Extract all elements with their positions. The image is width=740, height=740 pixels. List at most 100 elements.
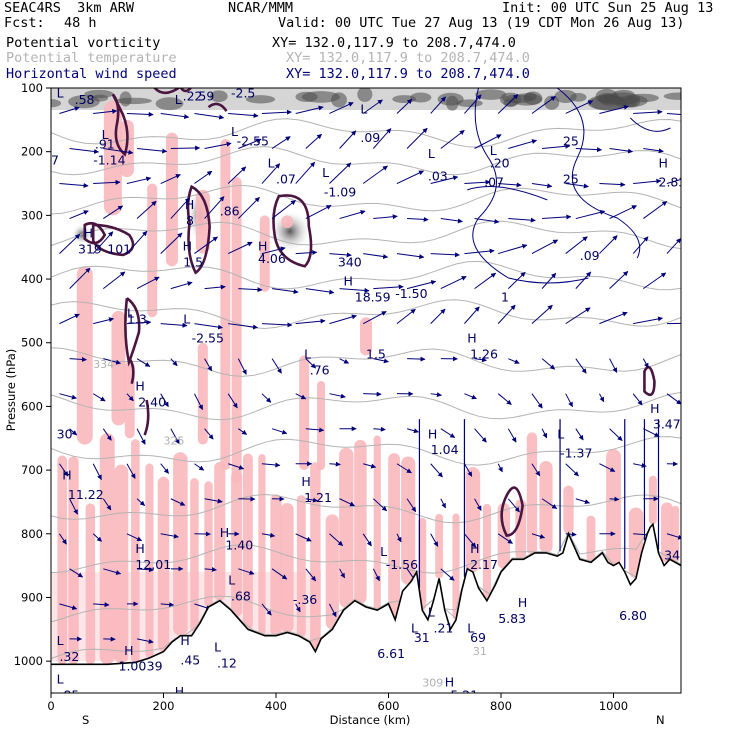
wind-vector [238,138,262,149]
pv-fill-plume [204,481,213,608]
wind-vector [339,568,346,579]
pv-label: 1.26 [470,347,498,362]
pv-label: -1.56 [386,557,418,572]
pv-label: -2.55 [192,331,224,346]
wind-vector [474,218,500,224]
field-wind-xy: XY= 132.0,117.9 to 208.7,474.0 [286,66,530,82]
wind-vector [194,170,213,184]
wind-vector [430,252,461,258]
stratosphere-patch [295,91,318,102]
wind-vector [126,319,152,325]
wind-label: 25 [563,133,579,148]
wind-vector [633,109,663,115]
terrain-profile [51,522,681,666]
wind-vector [261,462,281,468]
pv-fill-plume [482,503,491,601]
wind-vector [305,358,316,369]
pv-label: L [360,101,367,116]
field-wind-name: Horizontal wind speed [6,66,177,82]
pv-fill-plume [214,461,226,601]
theta-isentrope [51,391,681,421]
valid-time: Valid: 00 UTC Tue 27 Aug 13 (19 CDT Mon … [278,15,685,31]
wind-vector [102,498,112,511]
stratosphere-patch [410,92,432,103]
pv-fill-streak [147,183,158,318]
wind-vector [643,148,664,154]
wind-vector [126,176,152,185]
pv-fill-plume [68,456,79,665]
wind-vector [406,498,417,513]
wind-vector [137,148,168,154]
pv-label: H [659,156,668,171]
wind-vector [497,463,503,473]
wind-vector [160,602,175,608]
wind-vector [339,358,350,364]
pv-label: .09 [360,130,380,145]
wind-vector [565,463,579,477]
wind-vector [305,133,322,149]
wind-vector [575,428,584,441]
pv-label: L [228,573,235,588]
wind-vector [430,533,439,547]
wind-vector [464,533,477,548]
wind-vector [160,322,188,328]
wind-vector [474,428,487,443]
wind-vector [329,162,352,184]
pv-label: -1.09 [324,184,356,199]
pv-label: H [258,238,267,253]
wind-vector [136,200,157,219]
wind-vector [103,205,124,219]
pv-label: H [470,541,479,556]
wind-vector [126,463,136,479]
wind-vector [271,568,288,580]
pv-label: .86 [220,203,240,218]
wind-vector [126,533,143,542]
pv-label: H [183,238,192,253]
stratosphere-patch [114,97,152,105]
pv-label: 59 [198,89,214,104]
wind-speed-contour [556,88,641,259]
wind-vector [271,288,299,295]
pv-label: 12.01 [135,557,171,572]
wind-vector [474,357,487,363]
pv-label: L [127,305,134,320]
pv-fill-plume [563,485,574,534]
wind-vector [136,358,151,367]
wind-vector [59,233,81,254]
field-pv-name: Potential vorticity [6,35,161,51]
wind-vector [474,134,502,149]
wind-vector [541,272,557,289]
pv-label: 4.13 [315,694,343,709]
wind-vector [373,284,404,290]
x-tick-label: 600 [378,699,400,713]
pv-label: 1.40 [225,538,253,553]
pv-label: L [175,92,182,107]
wind-vector [440,428,456,439]
wind-vector [464,393,477,400]
stratosphere-patch [209,90,228,103]
pv-label: L [102,127,109,142]
terrain-fill [51,524,681,693]
pv-fill-plume [296,495,306,638]
wind-vector [271,200,296,219]
pv-label: H [124,643,133,658]
pv-fill-streak [317,380,325,471]
pv-label: 1.5 [183,254,203,269]
pv-label: 6.80 [619,608,647,623]
pv-fill-streak [165,132,178,267]
wind-vector [194,323,224,330]
wind-vector [170,358,178,367]
wind-vector [328,603,337,618]
wind-vector [204,358,213,372]
wind-vector [440,275,467,290]
wind-vector [565,236,588,254]
wind-vector [372,128,392,149]
wind-vector [575,147,603,153]
wind-vector [59,183,89,188]
pv-label: 2.83 [659,175,687,190]
pv-label: H [84,226,93,241]
wind-vector [69,568,84,578]
theta-isentrope [51,118,681,148]
wind-vector [93,317,114,325]
pv-fill-plume [131,439,140,663]
